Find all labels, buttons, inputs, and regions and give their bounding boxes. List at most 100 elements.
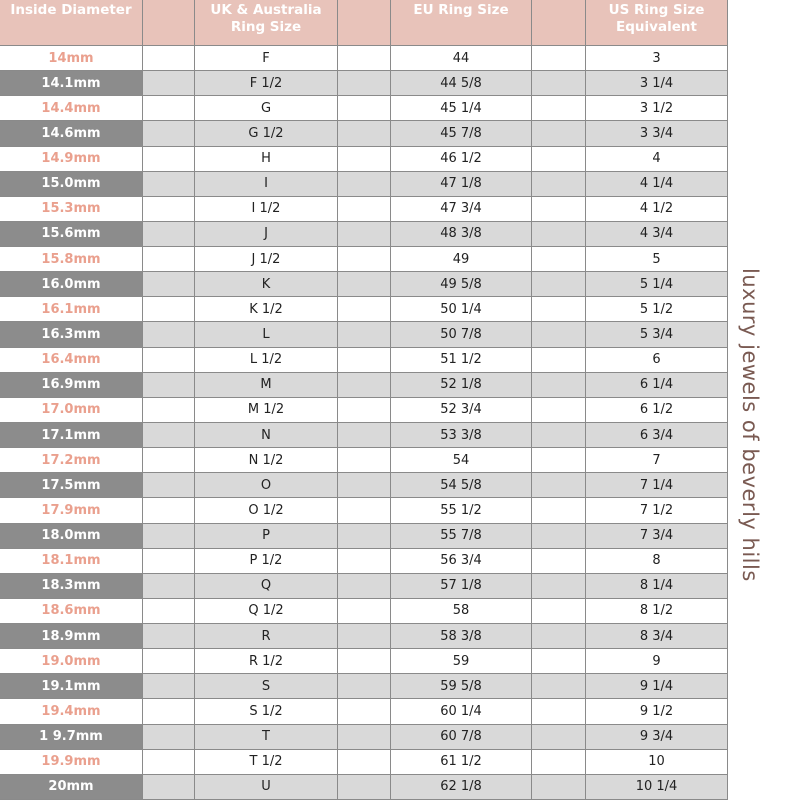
table-cell: 54 5/8 [391,473,532,499]
table-cell: 4 1/4 [586,171,728,197]
table-cell: M [195,372,338,398]
spacer-cell [143,96,195,122]
table-cell: 6 1/2 [586,397,728,423]
table-cell: 14mm [0,46,143,72]
header-spacer [143,0,195,46]
table-cell: 52 3/4 [391,397,532,423]
table-cell: 16.0mm [0,272,143,298]
table-cell: 18.6mm [0,598,143,625]
spacer-cell [532,598,586,625]
table-cell: U [195,774,338,800]
table-cell: 3 1/2 [586,96,728,122]
table-cell: 8 1/2 [586,598,728,625]
table-cell: 14.1mm [0,71,143,97]
table-cell: 17.9mm [0,498,143,524]
table-cell: 6 3/4 [586,423,728,449]
header-cell: Inside Diameter [0,0,143,46]
spacer-cell [143,221,195,248]
spacer-cell [532,448,586,474]
table-cell: 3 [586,46,728,72]
spacer-cell [338,674,391,700]
spacer-cell [338,171,391,197]
spacer-cell [338,96,391,122]
spacer-cell [338,749,391,775]
table-cell: 4 3/4 [586,221,728,248]
spacer-cell [532,171,586,197]
spacer-cell [143,699,195,725]
table-cell: 55 7/8 [391,523,532,549]
table-cell: 55 1/2 [391,498,532,524]
table-cell: 15.0mm [0,171,143,197]
header-cell: EU Ring Size [391,0,532,46]
table-cell: 56 3/4 [391,548,532,574]
table-cell: 7 1/2 [586,498,728,524]
spacer-cell [143,448,195,474]
table-cell: K 1/2 [195,297,338,323]
table-cell: 61 1/2 [391,749,532,775]
spacer-cell [143,272,195,298]
table-cell: 9 [586,649,728,675]
table-cell: 5 [586,247,728,273]
spacer-cell [532,649,586,675]
spacer-cell [532,272,586,298]
spacer-cell [532,624,586,650]
table-cell: N [195,423,338,449]
spacer-cell [338,724,391,750]
table-cell: 17.1mm [0,423,143,449]
spacer-cell [338,322,391,348]
spacer-cell [338,699,391,725]
spacer-cell [532,423,586,449]
spacer-cell [532,347,586,373]
table-cell: 19.1mm [0,674,143,700]
table-cell: 15.8mm [0,247,143,273]
table-cell: 7 [586,448,728,474]
table-cell: S [195,674,338,700]
table-cell: 51 1/2 [391,347,532,373]
table-cell: 46 1/2 [391,146,532,172]
table-cell: 5 1/2 [586,297,728,323]
spacer-cell [532,46,586,72]
spacer-cell [338,196,391,222]
table-cell: 17.5mm [0,473,143,499]
table-cell: 16.3mm [0,322,143,348]
spacer-cell [532,699,586,725]
spacer-cell [532,322,586,348]
table-cell: P 1/2 [195,548,338,574]
table-cell: J 1/2 [195,247,338,273]
table-cell: R 1/2 [195,649,338,675]
table-cell: J [195,221,338,248]
spacer-cell [532,221,586,248]
table-cell: P [195,523,338,549]
table-cell: 19.0mm [0,649,143,675]
spacer-cell [532,397,586,423]
table-cell: 8 3/4 [586,624,728,650]
table-cell: 14.4mm [0,96,143,122]
spacer-cell [143,247,195,273]
table-cell: S 1/2 [195,699,338,725]
table-cell: 45 7/8 [391,121,532,147]
table-cell: 9 3/4 [586,724,728,750]
header-spacer [338,0,391,46]
spacer-cell [338,624,391,650]
spacer-cell [532,247,586,273]
table-cell: 50 1/4 [391,297,532,323]
table-cell: O 1/2 [195,498,338,524]
spacer-cell [143,649,195,675]
table-cell: O [195,473,338,499]
spacer-cell [338,46,391,72]
spacer-cell [143,347,195,373]
spacer-cell [532,523,586,549]
spacer-cell [143,423,195,449]
table-cell: I 1/2 [195,196,338,222]
table-cell: Q [195,573,338,599]
table-cell: 10 [586,749,728,775]
spacer-cell [532,749,586,775]
spacer-cell [338,272,391,298]
spacer-cell [338,347,391,373]
spacer-cell [338,247,391,273]
table-cell: 7 3/4 [586,523,728,549]
spacer-cell [143,46,195,72]
spacer-cell [338,523,391,549]
brand-text: luxury jewels of beverly hills [738,268,762,582]
